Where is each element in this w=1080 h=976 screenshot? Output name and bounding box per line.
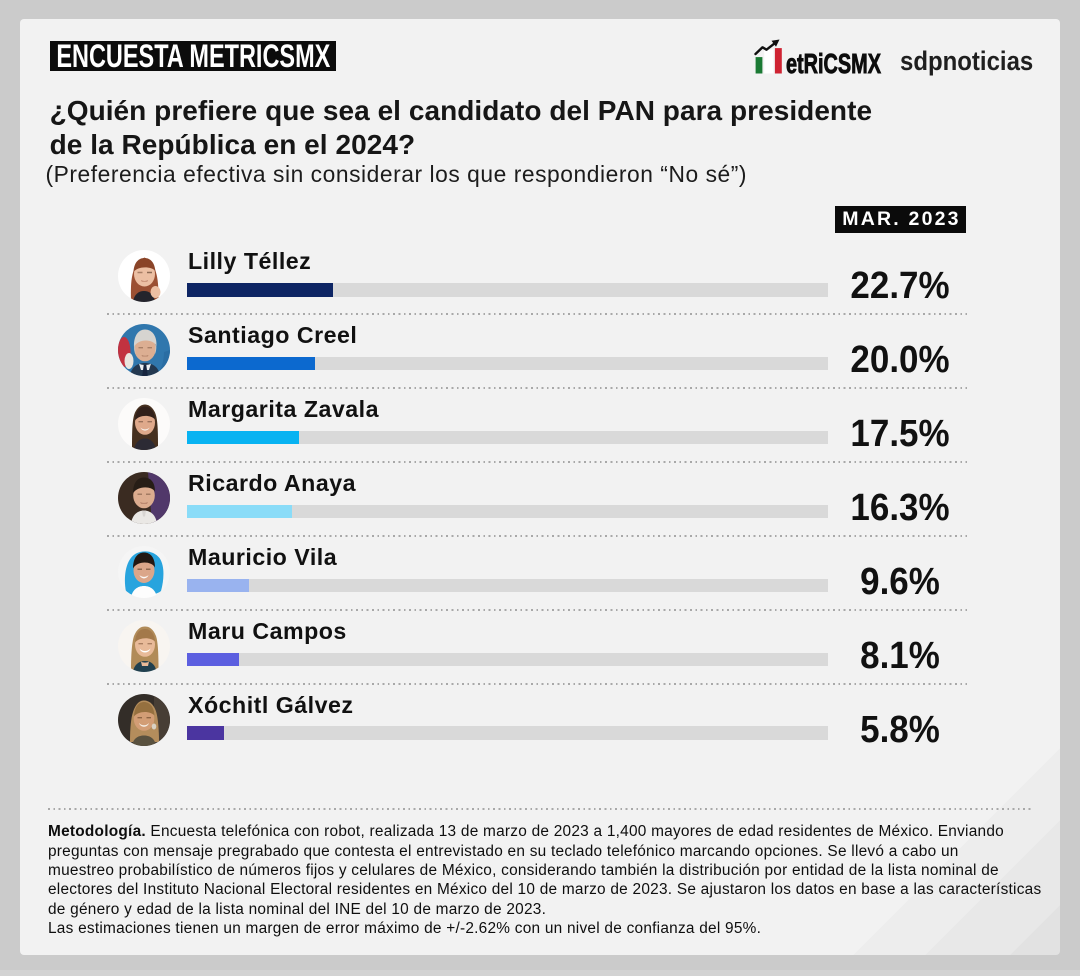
svg-text:etRiCSMX: etRiCSMX xyxy=(786,48,881,78)
